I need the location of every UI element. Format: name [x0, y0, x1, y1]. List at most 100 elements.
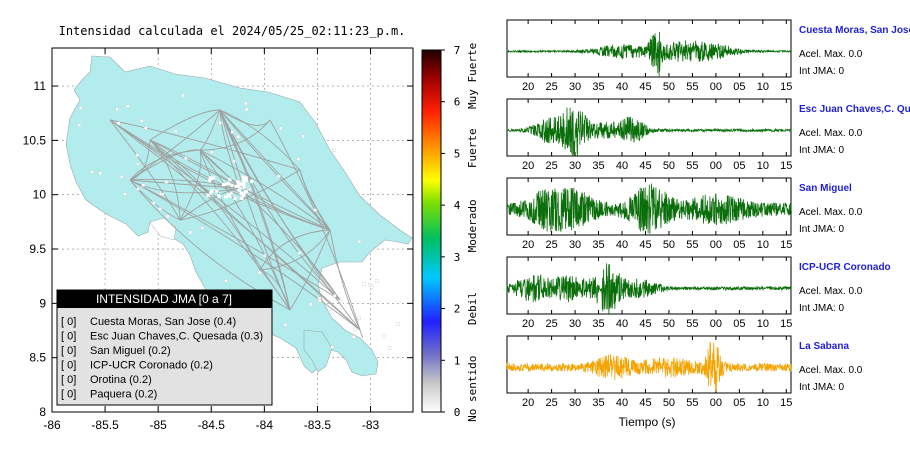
town-marker [120, 175, 123, 178]
intensity-legend: INTENSIDAD JMA [0 a 7] [ 0]Cuesta Moras,… [57, 290, 272, 405]
town-marker [383, 335, 386, 338]
legend-item-value: [ 0] [61, 345, 76, 357]
waveform-tick-label: 35 [592, 160, 604, 172]
map-x-tick-label: -83.5 [304, 418, 332, 432]
waveform-tick-label: 20 [522, 160, 534, 172]
town-marker [117, 122, 120, 125]
waveform-tick-label: 40 [616, 318, 628, 330]
map-y-tick-label: 9.5 [29, 242, 46, 256]
town-marker [248, 188, 251, 191]
map-title: Intensidad calculada el 2024/05/25_02:11… [59, 24, 406, 38]
waveform-tick-label: 00 [710, 318, 722, 330]
station-accel: Acel. Max. 0.0 [799, 365, 863, 376]
station-name: Cuesta Moras, San Jose [799, 25, 910, 36]
colorbar-tick-label: 5 [454, 147, 461, 160]
town-marker [277, 175, 280, 178]
town-marker [123, 193, 126, 196]
town-marker [242, 182, 245, 185]
waveform-tick-label: 20 [522, 318, 534, 330]
waveform-tick-label: 00 [710, 160, 722, 172]
town-marker [240, 197, 243, 200]
town-marker [258, 271, 261, 274]
waveform-tick-label: 55 [686, 81, 698, 93]
town-marker [263, 254, 266, 257]
colorbar-level-label: Fuerte [466, 128, 479, 168]
waveform-tick-label: 15 [780, 397, 792, 409]
town-marker [174, 130, 177, 133]
waveform-tick-label: 15 [780, 160, 792, 172]
waveform-tick-label: 55 [686, 318, 698, 330]
map-y-tick-label: 8 [39, 405, 46, 419]
legend-item-label: ICP-UCR Coronado (0.2) [90, 360, 213, 372]
waveform-tick-label: 55 [686, 239, 698, 251]
station-name: Esc Juan Chaves,C. Quesada [799, 104, 910, 115]
town-marker [201, 227, 204, 230]
colorbar-tick-label: 0 [454, 406, 461, 419]
waveform-tick-label: 25 [545, 318, 557, 330]
station-int-jma: Int JMA: 0 [799, 224, 844, 235]
legend-item-label: Orotina (0.2) [90, 374, 152, 386]
map-x-tick-label: -85.5 [91, 418, 119, 432]
waveform-tick-label: 15 [780, 81, 792, 93]
map-x-tick-label: -84 [256, 418, 274, 432]
map-y-tick-label: 10.5 [23, 133, 47, 147]
legend-item-label: Paquera (0.2) [90, 389, 157, 401]
town-marker [144, 126, 147, 129]
town-marker [137, 187, 140, 190]
colorbar-level-label: Moderado [466, 199, 479, 252]
station-accel: Acel. Max. 0.0 [799, 286, 863, 297]
waveform-tick-label: 00 [710, 81, 722, 93]
town-marker [181, 94, 184, 97]
waveform-tick-label: 00 [710, 239, 722, 251]
legend-item-value: [ 0] [61, 374, 76, 386]
town-marker [232, 160, 235, 163]
intensity-map: Intensidad calculada el 2024/05/25_02:11… [23, 24, 413, 432]
town-marker [340, 301, 343, 304]
waveform-tick-label: 25 [545, 81, 557, 93]
town-marker [354, 328, 357, 331]
town-marker [116, 108, 119, 111]
station-name: ICP-UCR Coronado [799, 262, 891, 273]
town-marker [219, 121, 222, 124]
town-marker [241, 194, 244, 197]
town-marker [166, 215, 169, 218]
town-marker [210, 151, 213, 154]
station-int-jma: Int JMA: 0 [799, 66, 844, 77]
waveform-tick-label: 10 [757, 397, 769, 409]
legend-item-label: San Miguel (0.2) [90, 345, 171, 357]
waveform-tick-label: 45 [639, 239, 651, 251]
town-marker [314, 209, 317, 212]
waveform-tick-label: 35 [592, 239, 604, 251]
town-marker [309, 303, 312, 306]
station-accel: Acel. Max. 0.0 [799, 207, 863, 218]
town-marker [78, 124, 81, 127]
town-marker [245, 108, 248, 111]
town-marker [230, 184, 233, 187]
map-y-tick-label: 10 [33, 188, 47, 202]
time-axis-label: Tiempo (s) [619, 415, 676, 429]
waveform-tick-label: 35 [592, 81, 604, 93]
waveform-tick-label: 25 [545, 239, 557, 251]
town-marker [284, 323, 287, 326]
waveform-tick-label: 35 [592, 318, 604, 330]
town-marker [225, 279, 228, 282]
town-marker [333, 294, 336, 297]
waveform-tick-label: 00 [710, 397, 722, 409]
town-marker [244, 190, 247, 193]
town-marker [250, 180, 253, 183]
town-marker [222, 183, 225, 186]
map-x-tick-label: -83 [362, 418, 380, 432]
station-accel: Acel. Max. 0.0 [799, 128, 863, 139]
colorbar-tick-label: 2 [454, 303, 461, 316]
waveform-tick-label: 10 [757, 160, 769, 172]
town-marker [237, 135, 240, 138]
waveform-tick-label: 10 [757, 318, 769, 330]
town-marker [126, 105, 129, 108]
waveform-tick-label: 40 [616, 397, 628, 409]
